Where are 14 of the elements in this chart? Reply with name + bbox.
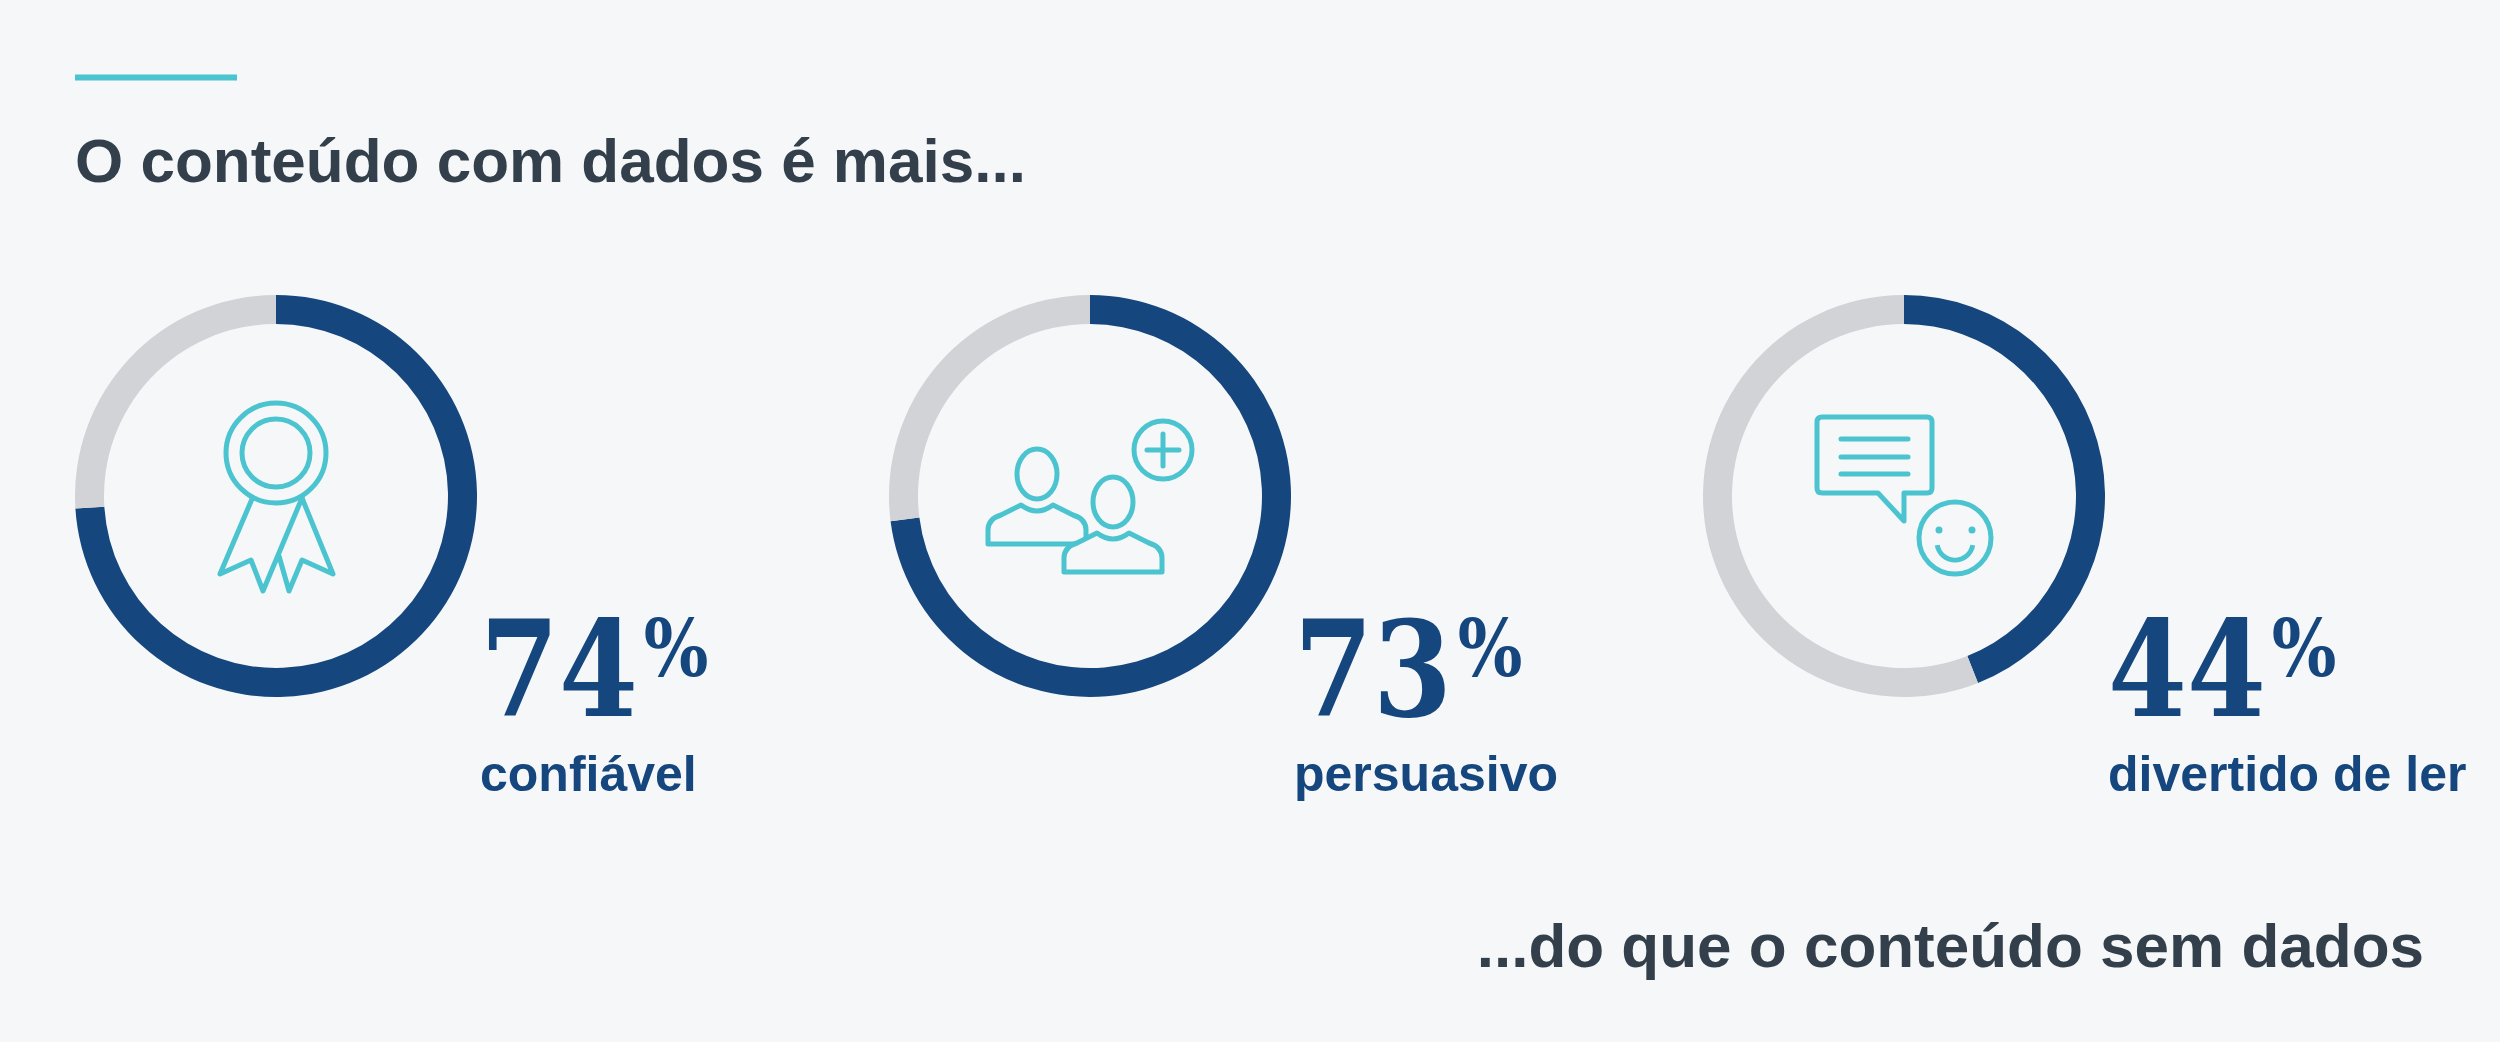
donut-slice xyxy=(75,295,276,509)
chart-title: O conteúdo com dados é mais... xyxy=(75,126,1026,195)
slice-label: divertido de ler xyxy=(2108,746,2467,802)
donut-slice xyxy=(75,295,477,697)
donut-slice xyxy=(1904,295,2105,683)
data-label: 73$^{%}$ xyxy=(1294,591,1523,748)
slice-label: persuasivo xyxy=(1294,746,1559,802)
donut-slice xyxy=(890,295,1291,697)
text: ...do que o conteúdo sem dados xyxy=(1476,911,2424,980)
data-label: 44$^{%}$ xyxy=(2108,591,2337,748)
data-label: 74$^{%}$ xyxy=(480,591,709,748)
donut-slice xyxy=(1703,295,1978,697)
slice-label: confiável xyxy=(480,746,697,802)
donut-slice xyxy=(889,295,1090,522)
